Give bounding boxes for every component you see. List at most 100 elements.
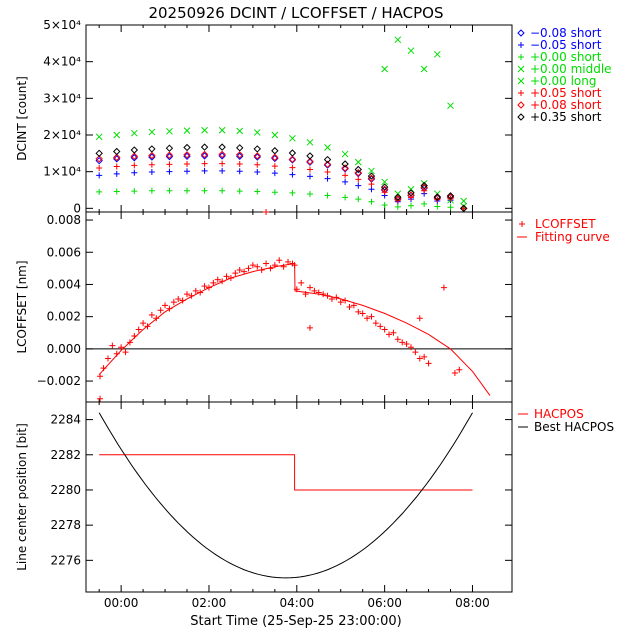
data-point <box>184 187 191 194</box>
data-point <box>425 360 432 367</box>
y-tick-label: 4×10⁴ <box>43 55 81 69</box>
data-point <box>341 150 349 158</box>
data-point <box>306 173 313 180</box>
panel-frame <box>85 211 513 403</box>
data-point <box>323 155 332 164</box>
data-point <box>201 283 208 290</box>
data-point <box>342 172 349 179</box>
data-point <box>288 155 297 163</box>
data-point <box>407 47 415 55</box>
data-point <box>253 152 261 160</box>
data-point <box>306 138 314 146</box>
data-point <box>184 160 191 167</box>
data-point <box>412 349 419 356</box>
data-point <box>289 164 296 171</box>
data-point <box>95 155 103 163</box>
data-point <box>280 263 287 270</box>
data-point <box>223 273 230 280</box>
data-point <box>271 147 279 155</box>
data-point <box>96 188 103 195</box>
panel-hacpos: 2276 2278 2280 2282 2284 00:00 02:00 04:00 06:00… <box>15 401 614 610</box>
data-point <box>218 126 226 134</box>
data-point <box>236 168 243 175</box>
data-point <box>219 160 226 167</box>
data-point <box>324 144 331 151</box>
legend-marker <box>518 90 524 96</box>
data-point <box>306 158 314 166</box>
data-point <box>368 181 375 188</box>
data-point <box>271 170 278 177</box>
data-point <box>394 193 402 202</box>
data-point <box>288 149 297 157</box>
data-point <box>148 312 155 319</box>
data-point <box>254 188 261 195</box>
series--0-08-short <box>95 152 468 213</box>
data-point <box>271 163 278 170</box>
data-point <box>446 192 455 200</box>
data-point <box>434 203 441 210</box>
data-point <box>368 313 375 320</box>
data-point <box>166 187 173 194</box>
data-point <box>157 307 164 314</box>
y-tick-label: 2×10⁴ <box>43 128 81 142</box>
data-point <box>200 150 209 159</box>
data-point <box>394 336 401 343</box>
data-point <box>184 168 191 175</box>
data-point <box>218 143 226 151</box>
y-tick-label: −0.002 <box>37 374 81 388</box>
data-point <box>210 279 217 286</box>
data-point <box>253 145 261 153</box>
y-tick-label: 2282 <box>50 448 81 462</box>
data-point <box>399 339 406 346</box>
data-point <box>368 198 375 205</box>
best-hacpos-curve <box>98 412 473 579</box>
data-point <box>236 188 243 195</box>
data-point <box>254 169 261 176</box>
outlier-point <box>263 209 270 215</box>
series--0-35-short <box>95 143 468 213</box>
data-point <box>324 169 331 176</box>
data-point <box>109 342 116 349</box>
data-point <box>271 153 279 162</box>
data-point <box>131 188 138 195</box>
legend-marker <box>518 54 524 60</box>
data-point <box>175 295 182 302</box>
data-point <box>183 151 191 159</box>
data-point <box>460 205 467 212</box>
data-point <box>420 181 428 190</box>
data-point <box>381 326 388 333</box>
data-point <box>306 152 314 160</box>
data-point <box>165 151 174 159</box>
data-point <box>289 189 296 196</box>
figure-title: 20250926 DCINT / LCOFFSET / HACPOS <box>148 4 443 22</box>
data-point <box>350 302 357 309</box>
data-point <box>459 204 468 213</box>
data-point <box>407 189 415 197</box>
y-tick-label: 1×10⁴ <box>43 165 81 179</box>
data-point <box>130 146 139 154</box>
data-point <box>354 158 362 166</box>
data-point <box>148 187 155 194</box>
data-point <box>341 165 349 173</box>
data-point <box>254 263 261 270</box>
data-point <box>380 183 389 191</box>
data-point <box>219 187 226 194</box>
data-point <box>131 169 138 176</box>
data-point <box>118 344 125 351</box>
data-point <box>377 323 384 330</box>
data-point <box>447 204 454 211</box>
data-point <box>148 169 155 176</box>
y-tick-label: 3×10⁴ <box>43 91 81 105</box>
legend-label: +0.00 middle <box>530 62 612 76</box>
y-tick-label: 2278 <box>50 518 81 532</box>
data-point <box>288 156 297 164</box>
data-point <box>183 143 191 152</box>
data-point <box>341 160 349 168</box>
data-point <box>368 186 375 193</box>
data-point <box>346 304 353 310</box>
data-point <box>113 188 120 195</box>
data-point <box>433 193 442 202</box>
data-point <box>420 65 428 73</box>
data-point <box>407 344 414 351</box>
data-point <box>192 287 199 294</box>
